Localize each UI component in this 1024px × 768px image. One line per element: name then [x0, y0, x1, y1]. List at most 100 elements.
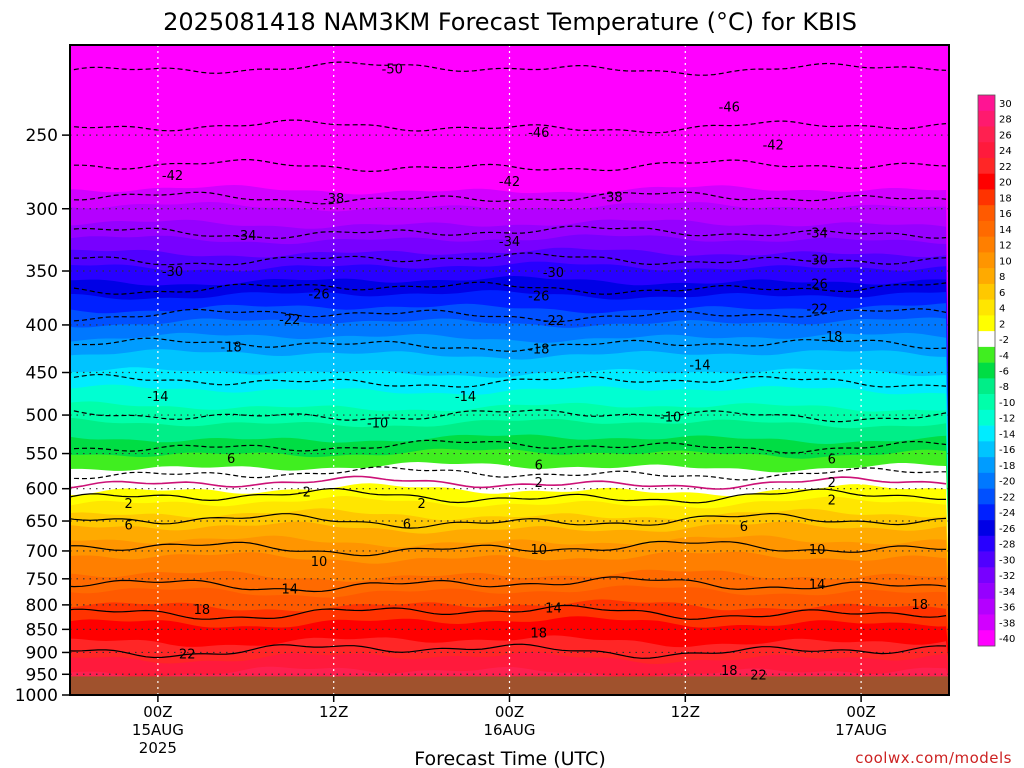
contour-label: -38 [323, 192, 344, 207]
contour-line-14 [70, 576, 947, 593]
contour-line--22 [70, 308, 947, 323]
contour-label: -30 [807, 253, 828, 268]
y-tick-label: 800 [26, 596, 58, 616]
colorbar-swatch [978, 268, 995, 285]
contour-label: -14 [147, 390, 168, 405]
colorbar-swatch [978, 110, 995, 127]
colorbar-label: -18 [999, 461, 1015, 472]
contour-label: -10 [660, 411, 681, 426]
y-tick-label: 950 [26, 665, 58, 685]
contour-label: 18 [721, 664, 738, 679]
colorbar-swatch [978, 252, 995, 269]
colorbar-label: 8 [999, 272, 1005, 283]
colorbar-label: -26 [999, 524, 1015, 535]
colorbar-swatch [978, 441, 995, 458]
contour-label: -26 [528, 290, 549, 305]
colorbar-swatch [978, 504, 995, 521]
contour-label: -42 [162, 169, 183, 184]
colorbar-label: 16 [999, 209, 1012, 220]
colorbar-swatch [978, 425, 995, 442]
contour-label: 2 [417, 497, 425, 512]
contour-label: -46 [719, 101, 740, 116]
contour-label: -42 [499, 175, 520, 190]
colorbar-label: 28 [999, 115, 1012, 126]
contour-label: -26 [807, 278, 828, 293]
colorbar-label: -40 [999, 634, 1015, 645]
colorbar-swatch [978, 630, 995, 647]
contour-label: -34 [235, 229, 256, 244]
contour-line--14 [70, 373, 947, 388]
ground-layer [70, 676, 949, 695]
credit-text[interactable]: coolwx.com/models [855, 749, 1012, 767]
contour-label: 14 [809, 578, 826, 593]
colorbar-label: -20 [999, 477, 1015, 488]
colorbar-label: -24 [999, 508, 1015, 519]
contour-label: -26 [308, 287, 329, 302]
x-tick-label: 00Z [846, 703, 875, 721]
colorbar-swatch [978, 220, 995, 237]
colorbar-swatch [978, 409, 995, 426]
contour-label: 2 [828, 476, 836, 491]
contour-line--26 [70, 281, 947, 295]
colorbar-label: -14 [999, 429, 1015, 440]
temperature-bands [70, 45, 949, 695]
x-tick-label: 15AUG [132, 721, 184, 739]
colorbar-swatch [978, 567, 995, 584]
colorbar-swatch [978, 95, 995, 112]
contour-label: 6 [828, 453, 836, 468]
contour-label: 6 [403, 517, 411, 532]
colorbar-swatch [978, 315, 995, 332]
chart-title: 2025081418 NAM3KM Forecast Temperature (… [163, 8, 857, 36]
colorbar-label: -38 [999, 618, 1015, 629]
colorbar-label: 2 [999, 319, 1005, 330]
contour-label: 6 [227, 452, 235, 467]
colorbar-frame [977, 94, 996, 647]
colorbar-label: 10 [999, 256, 1012, 267]
y-tick-label: 600 [26, 480, 58, 500]
colorbar-swatch [978, 126, 995, 143]
contour-line--34 [70, 225, 947, 239]
colorbar-swatch [978, 331, 995, 348]
contour-label: -22 [543, 314, 564, 329]
colorbar-label: 30 [999, 99, 1012, 110]
contour-label: -34 [499, 235, 520, 250]
contour-label: -30 [162, 265, 183, 280]
x-tick-label: 17AUG [835, 721, 887, 739]
colorbar-swatch [978, 205, 995, 222]
contour-label: -14 [455, 390, 476, 405]
contour-label: 22 [179, 647, 196, 662]
contour-line--38 [70, 191, 947, 205]
colorbar-swatch [978, 520, 995, 537]
contour-label: 18 [911, 598, 928, 613]
y-axis-ticks: 250 300 350 400 450 500 550 600 650 700 750 800 850 9… [15, 126, 70, 706]
contour-label: -30 [543, 266, 564, 281]
contour-label: -10 [367, 416, 388, 431]
contour-label: 6 [124, 519, 132, 534]
contour-line--42 [70, 159, 947, 173]
colorbar-label: -36 [999, 603, 1015, 614]
contour-line--6 [70, 439, 947, 454]
colorbar-swatch [978, 551, 995, 568]
y-tick-label: 900 [26, 643, 58, 663]
contour-label: 2 [535, 476, 543, 491]
colorbar-label: -34 [999, 587, 1015, 598]
contour-label: 18 [531, 627, 548, 642]
contour-line--50 [70, 61, 947, 76]
contour-label: 10 [531, 543, 548, 558]
contour-line-2 [70, 488, 946, 504]
contour-line-10 [70, 540, 947, 557]
colorbar-label: 18 [999, 193, 1012, 204]
colorbar-swatch [978, 394, 995, 411]
colorbar-label: -32 [999, 571, 1015, 582]
colorbar-swatch [978, 173, 995, 190]
colorbar-label: 4 [999, 304, 1005, 315]
contour-label: -18 [528, 342, 549, 357]
colorbar-swatch [978, 488, 995, 505]
contour-label: 10 [809, 543, 826, 558]
colorbar-swatch [978, 614, 995, 631]
contour-line--10 [70, 409, 947, 423]
x-tick-label: 00Z [143, 703, 172, 721]
contour-label: -22 [279, 313, 300, 328]
colorbar-swatch [978, 283, 995, 300]
